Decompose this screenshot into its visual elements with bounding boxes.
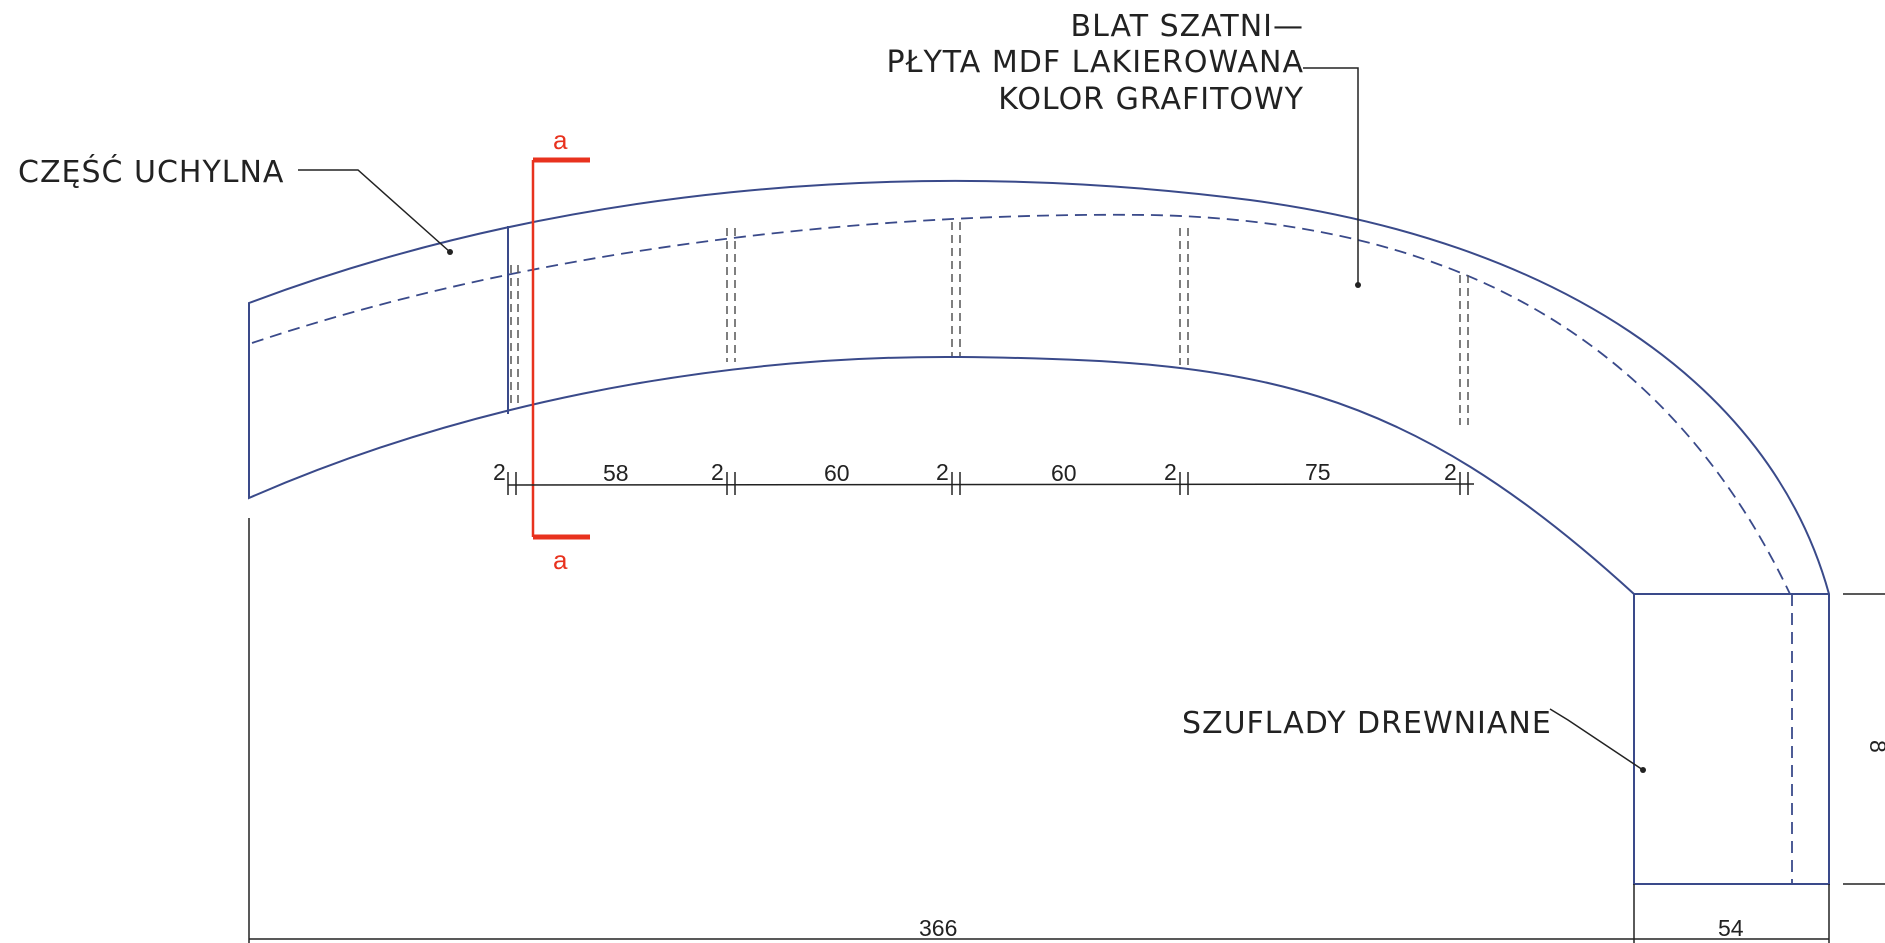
overall-dimension-lines <box>248 518 1885 943</box>
note-counter-top-line2: PŁYTA MDF LAKIEROWANA <box>887 45 1304 80</box>
hidden-edge-top <box>251 213 1791 595</box>
leader-lines <box>298 67 1646 773</box>
partition-panels <box>510 222 1469 425</box>
dim-drawer-width: 54 <box>1718 915 1744 941</box>
dim-gap-1: 2 <box>493 459 506 485</box>
dim-gap-5: 2 <box>1444 459 1457 485</box>
note-counter-top-line3: KOLOR GRAFITOWY <box>998 82 1304 117</box>
counter-top-outline <box>248 179 1830 885</box>
dim-span-4: 75 <box>1305 459 1331 485</box>
dimension-chain <box>507 472 1475 495</box>
dim-drawer-height: 8 <box>1865 740 1885 753</box>
note-counter-top-line1: BLAT SZATNI— <box>1071 9 1304 44</box>
section-label-bottom: a <box>553 545 568 575</box>
dim-overall-width: 366 <box>919 915 957 941</box>
dim-span-2: 60 <box>824 460 850 486</box>
section-marker-a <box>531 157 590 540</box>
dim-gap-4: 2 <box>1164 459 1177 485</box>
dim-gap-3: 2 <box>936 459 949 485</box>
note-drawers: SZUFLADY DREWNIANE <box>1182 706 1552 741</box>
section-label-top: a <box>553 125 568 155</box>
dim-span-3: 60 <box>1051 460 1077 486</box>
note-tilting-part: CZĘŚĆ UCHYLNA <box>18 153 284 190</box>
dim-gap-2: 2 <box>711 459 724 485</box>
dim-span-1: 58 <box>603 460 629 486</box>
